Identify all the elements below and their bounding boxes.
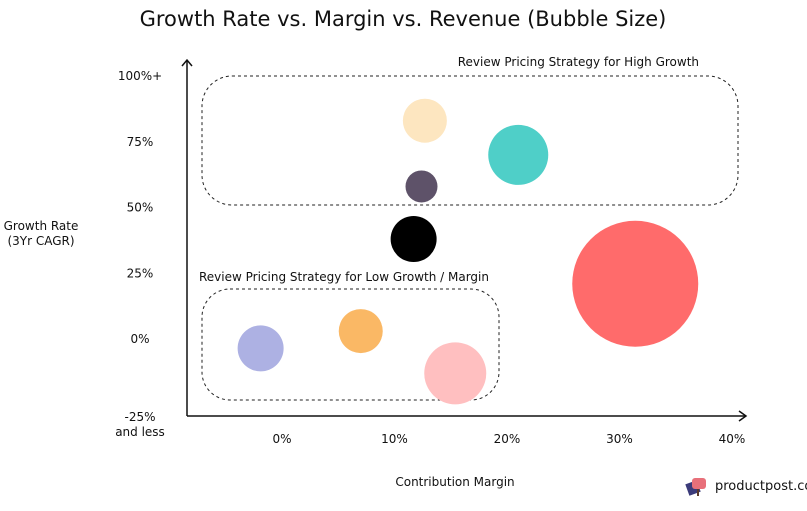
x-tick-label: 10% <box>381 432 408 446</box>
x-tick-label: 40% <box>719 432 746 446</box>
high-growth-region <box>201 75 739 206</box>
mailbox-logo-icon <box>685 478 706 496</box>
bubble <box>390 216 437 263</box>
y-axis <box>181 58 193 416</box>
brand: productpost.co <box>685 474 807 498</box>
low-growth-region <box>201 288 500 401</box>
annotation-high-growth: Review Pricing Strategy for High Growth <box>458 55 699 69</box>
y-axis-label-line2: (3Yr CAGR) <box>7 234 74 248</box>
bubble <box>488 124 549 185</box>
y-tick-label: 0% <box>130 332 149 346</box>
bubble <box>402 98 447 143</box>
y-tick-label: 75% <box>127 135 154 149</box>
y-tick-label-secondary: and less <box>115 425 165 439</box>
bubble <box>572 220 699 347</box>
bubble <box>237 325 284 372</box>
y-tick-label: 50% <box>127 201 154 215</box>
bubble <box>405 170 438 203</box>
brand-text: productpost.co <box>715 478 807 494</box>
x-tick-label: 30% <box>606 432 633 446</box>
y-tick-label: -25% <box>124 410 155 424</box>
y-tick-label: 100%+ <box>118 69 162 83</box>
bubble <box>424 342 487 405</box>
x-axis-label: Contribution Margin <box>395 475 514 489</box>
bubble <box>338 309 383 354</box>
x-tick-label: 0% <box>272 432 291 446</box>
x-axis <box>187 410 748 422</box>
y-axis-label-line1: Growth Rate <box>4 219 79 233</box>
annotation-low-growth: Review Pricing Strategy for Low Growth /… <box>199 270 489 284</box>
chart-title: Growth Rate vs. Margin vs. Revenue (Bubb… <box>140 7 667 31</box>
y-tick-label: 25% <box>127 266 154 280</box>
x-tick-label: 20% <box>494 432 521 446</box>
